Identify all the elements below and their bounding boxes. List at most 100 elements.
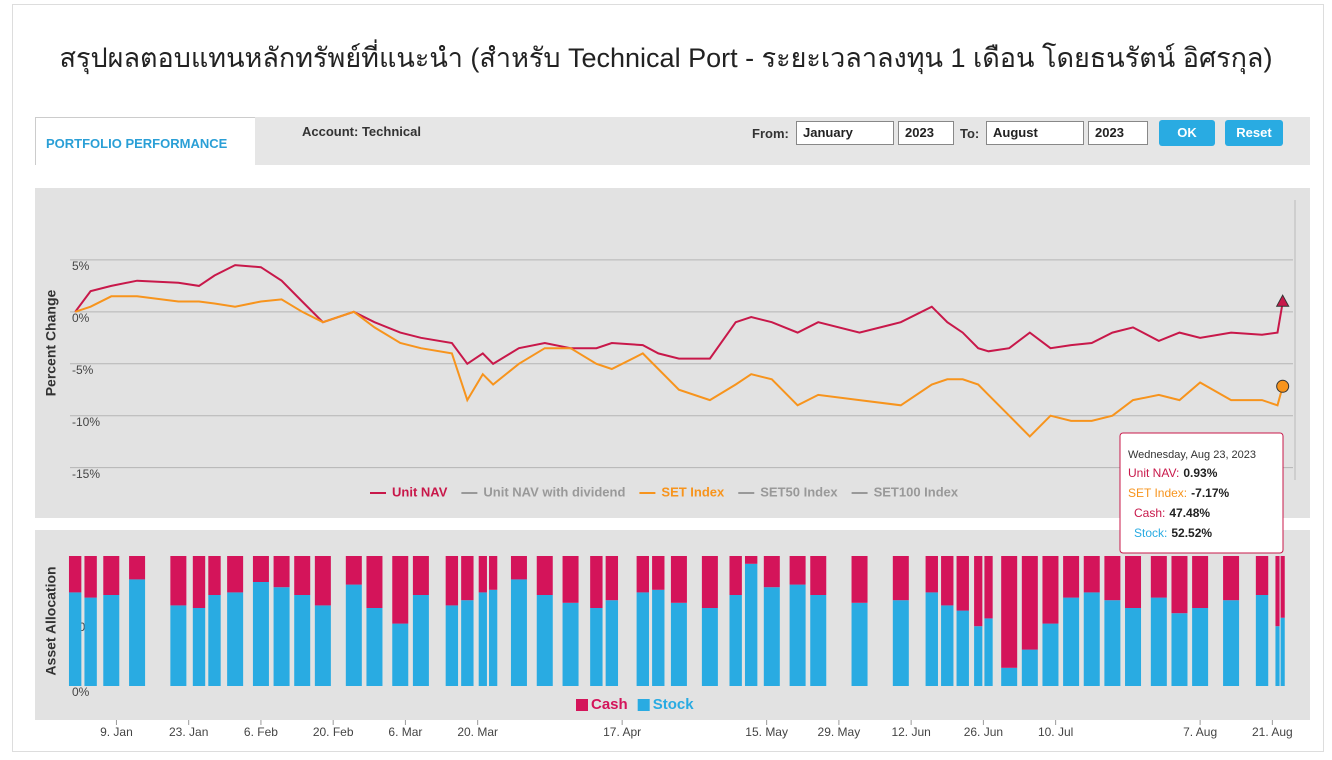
legend-label: SET100 Index — [874, 484, 959, 499]
bar-segment — [510, 579, 527, 686]
bar-segment — [103, 595, 120, 686]
bar-segment — [590, 556, 603, 608]
bar-segment — [227, 592, 244, 686]
from-year-select[interactable]: 2023 — [898, 121, 954, 145]
bar-segment — [729, 595, 742, 686]
bar-segment — [984, 618, 993, 686]
y-tick-label: -5% — [72, 363, 94, 377]
from-label: From: — [752, 126, 789, 141]
bar-segment — [605, 556, 619, 601]
tooltip-value: 52.52% — [1171, 526, 1212, 540]
bar-segment — [489, 589, 498, 686]
legend-label: Stock — [653, 696, 695, 713]
bar-segment — [1083, 592, 1100, 686]
bar-segment — [810, 595, 827, 686]
bar-segment — [605, 600, 619, 686]
x-tick-label: 21. Aug — [1252, 725, 1293, 739]
reset-button[interactable]: Reset — [1225, 120, 1283, 146]
tooltip-value: 47.48% — [1169, 506, 1210, 520]
tab[interactable]: PORTFOLIO PERFORMANCE — [35, 117, 255, 165]
x-tick-label: 6. Mar — [388, 725, 422, 739]
bar-segment — [652, 589, 665, 686]
page-title: สรุปผลตอบแทนหลักทรัพย์ที่แนะนำ (สำหรับ T… — [59, 43, 1273, 73]
bar-segment — [445, 605, 459, 686]
bar-segment — [1104, 600, 1121, 686]
to-year-select[interactable]: 2023 — [1088, 121, 1148, 145]
bar-segment — [941, 605, 954, 686]
bar-segment — [192, 608, 206, 686]
bar-segment — [366, 608, 383, 686]
bar-segment — [345, 556, 362, 585]
bar-segment — [478, 592, 487, 686]
x-tick-label: 7. Aug — [1183, 725, 1217, 739]
end-marker — [1276, 379, 1290, 393]
bar-segment — [1125, 608, 1142, 686]
x-tick-label: 15. May — [745, 725, 788, 739]
bar-segment — [956, 610, 969, 686]
bar-segment — [536, 595, 553, 686]
bar-segment — [789, 584, 806, 686]
bar-segment — [1171, 613, 1188, 686]
account-label: Account: Technical — [302, 124, 421, 139]
bar-segment — [445, 556, 459, 606]
bar-segment — [1083, 556, 1100, 593]
bar-segment — [1171, 556, 1188, 614]
frame — [12, 4, 1324, 752]
bar-segment — [252, 556, 269, 582]
to-month-select[interactable]: August — [986, 121, 1084, 145]
bar-segment — [294, 556, 311, 595]
bar-segment — [461, 556, 474, 601]
ok-button[interactable]: OK — [1159, 120, 1215, 146]
bar-segment — [1104, 556, 1121, 601]
bar-segment — [129, 556, 146, 580]
bar-segment — [701, 556, 718, 608]
bar-segment — [68, 556, 82, 593]
bar-segment — [273, 556, 290, 588]
tooltip: Wednesday, Aug 23, 2023 Unit NAV: 0.93% SET… — [1119, 432, 1284, 554]
y-tick-label: -10% — [72, 415, 100, 429]
bar-segment — [974, 626, 983, 686]
bar-segment — [1063, 556, 1080, 598]
legend-label: Unit NAV with dividend — [483, 484, 625, 499]
from-month-select[interactable]: January — [796, 121, 894, 145]
y-axis-title: Asset Allocation — [43, 566, 59, 675]
tooltip-label: Stock: — [1134, 526, 1167, 540]
bar-segment — [84, 597, 97, 686]
bar-segment — [192, 556, 206, 608]
bar-segment — [208, 595, 221, 686]
bar-segment — [974, 556, 983, 627]
bar-segment — [562, 556, 579, 603]
tooltip-value: 0.93% — [1183, 466, 1217, 480]
bar-segment — [851, 556, 868, 603]
legend-swatch — [637, 699, 650, 711]
bar-segment — [129, 579, 146, 686]
bar-segment — [1021, 556, 1038, 650]
x-tick-label: 10. Jul — [1038, 725, 1073, 739]
bar-segment — [636, 592, 649, 686]
bar-segment — [170, 605, 187, 686]
x-tick-label: 26. Jun — [964, 725, 1003, 739]
legend-label: Unit NAV — [392, 484, 448, 499]
bar-segment — [1223, 556, 1240, 601]
bar-segment — [1192, 556, 1209, 608]
end-marker — [1275, 294, 1290, 307]
x-tick-label: 9. Jan — [100, 725, 133, 739]
bar-segment — [763, 556, 780, 588]
y-tick-label: 5% — [72, 259, 90, 273]
bar-segment — [345, 584, 362, 686]
tooltip-date: Wednesday, Aug 23, 2023 — [1128, 449, 1256, 461]
bar-segment — [729, 556, 742, 595]
bar-segment — [1192, 608, 1209, 686]
y-tick-label: 0% — [72, 311, 90, 325]
bar-segment — [170, 556, 187, 606]
bar-segment — [68, 592, 82, 686]
bar-segment — [478, 556, 487, 593]
bar-segment — [1150, 556, 1167, 598]
y-tick-label: -15% — [72, 467, 100, 481]
bar-segment — [1280, 617, 1285, 686]
bar-segment — [636, 556, 649, 593]
x-tick-label: 20. Feb — [313, 725, 354, 739]
bar-segment — [461, 600, 474, 686]
series-line — [74, 264, 1284, 366]
bar-segment — [1223, 600, 1240, 686]
